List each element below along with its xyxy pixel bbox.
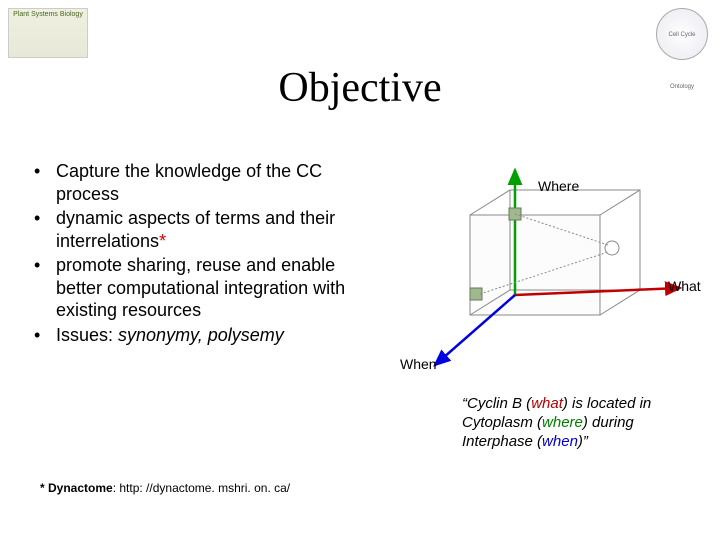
logo-left: Plant Systems Biology [8, 8, 88, 58]
cap-part: Cyclin B ( [467, 395, 531, 412]
axis-label-what: What [668, 278, 701, 294]
bullet-item: dynamic aspects of terms and their inter… [28, 207, 358, 252]
bullet-italic: synonymy, polysemy [118, 325, 284, 345]
bullet-text: Capture the knowledge of the CC process [56, 161, 322, 204]
quote-close: ” [583, 433, 588, 450]
page-title: Objective [0, 64, 720, 112]
bullet-text: promote sharing, reuse and enable better… [56, 255, 345, 320]
bullet-item: Capture the knowledge of the CC process [28, 160, 358, 205]
axes-diagram: Where What When [400, 160, 700, 390]
bullet-text: dynamic aspects of terms and their inter… [56, 208, 335, 251]
bullet-text: Issues: [56, 325, 118, 345]
axis-label-where: Where [538, 178, 579, 194]
cap-what: what [531, 395, 563, 412]
bullet-item: Issues: synonymy, polysemy [28, 324, 358, 347]
axes-svg [400, 160, 700, 390]
footnote-label: * Dynactome [40, 481, 113, 495]
footnote: * Dynactome: http: //dynactome. mshri. o… [40, 481, 290, 495]
bullet-list: Capture the knowledge of the CC process … [28, 160, 358, 348]
logo-right: Cell Cycle Ontology [656, 8, 708, 60]
asterisk: * [159, 231, 166, 251]
cap-when: when [542, 433, 578, 450]
footnote-url: : http: //dynactome. mshri. on. ca/ [113, 481, 290, 495]
cap-where: where [542, 414, 583, 431]
bullet-item: promote sharing, reuse and enable better… [28, 254, 358, 322]
example-sentence: “Cyclin B (what) is located in Cytoplasm… [462, 395, 692, 451]
axis-label-when: When [400, 356, 437, 372]
